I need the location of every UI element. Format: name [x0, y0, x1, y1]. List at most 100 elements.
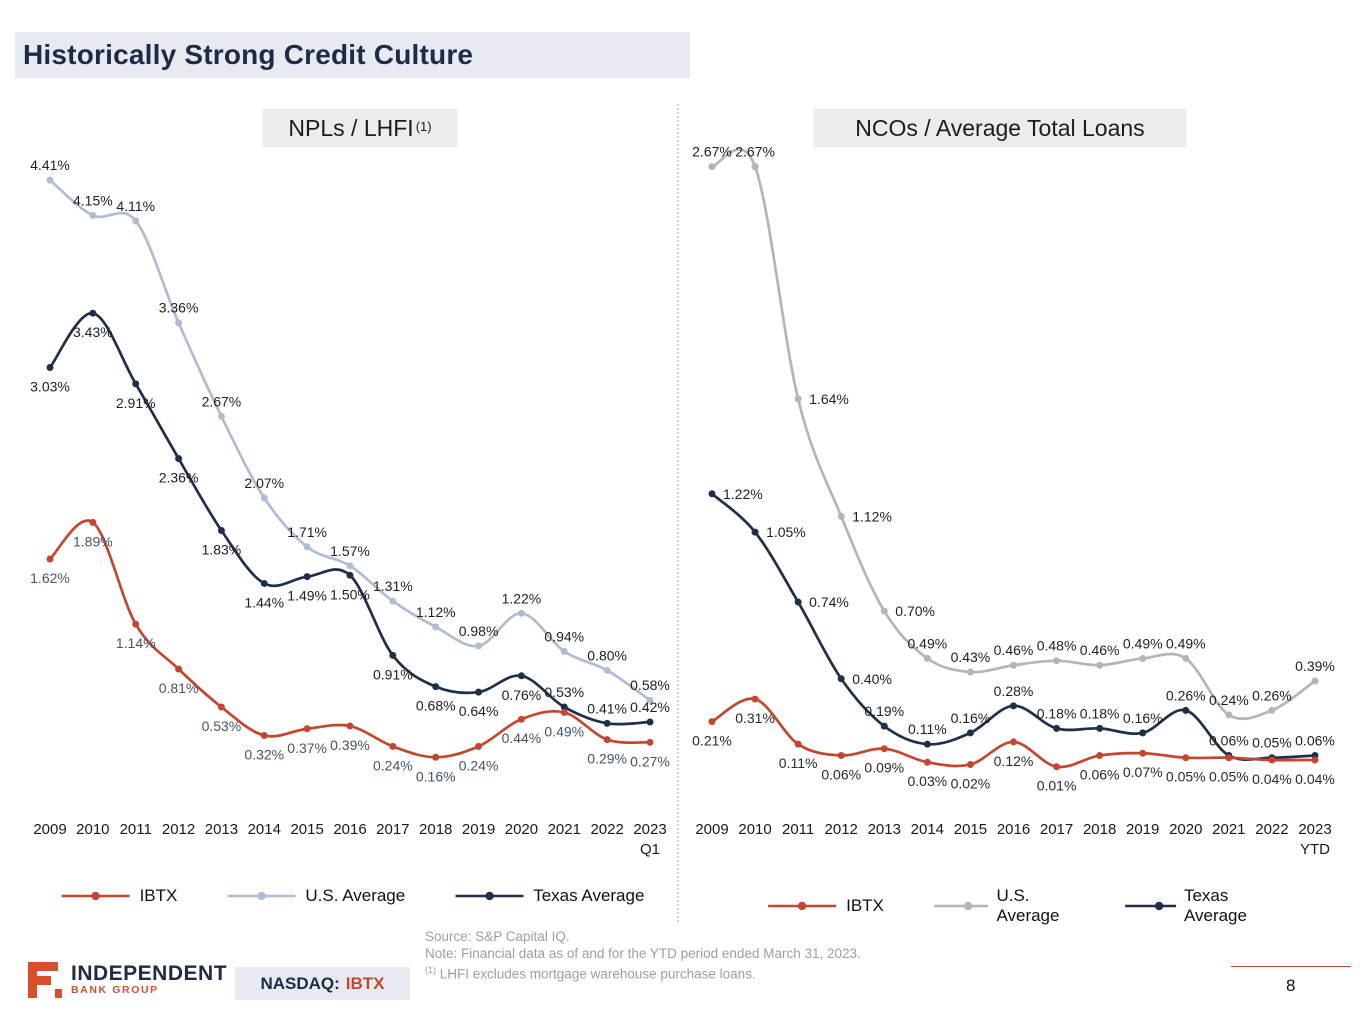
x-axis-label: 2013	[205, 821, 238, 838]
ncos-avg-total-loans-chart: 2009 2010 2011 2012 2013 2014 2015 2016 2017 2018…	[692, 144, 1335, 858]
data-point-ibtx	[603, 736, 611, 744]
data-point-texas-average	[1139, 729, 1147, 737]
data-point-ibtx	[432, 753, 440, 761]
x-axis-label: 2015	[290, 821, 323, 838]
data-label-texas-average: 0.16%	[951, 710, 991, 726]
x-axis-label: 2011	[782, 821, 814, 838]
data-label-texas-average: 0.42%	[630, 699, 670, 715]
footnote-text: LHFI excludes mortgage warehouse purchas…	[439, 966, 756, 982]
company-logo: INDEPENDENT BANK GROUP	[28, 962, 227, 998]
data-label-texas-average: 1.05%	[766, 524, 806, 540]
x-axis-label: 2015	[954, 821, 987, 838]
data-point-ibtx	[475, 742, 483, 750]
data-label-ibtx: 1.89%	[73, 533, 113, 549]
data-label-texas-average: 0.06%	[1295, 732, 1335, 748]
data-point-u-s-average	[89, 211, 97, 219]
data-point-texas-average	[389, 651, 397, 659]
data-point-u-s-average	[346, 562, 354, 570]
data-label-u-s-average: 0.94%	[544, 628, 584, 644]
data-label-texas-average: 1.83%	[202, 541, 242, 557]
x-axis-label: 2020	[1169, 821, 1202, 838]
data-label-u-s-average: 1.22%	[502, 590, 542, 606]
data-point-texas-average	[1053, 724, 1061, 732]
data-point-u-s-average	[923, 654, 931, 662]
x-axis-label: 2022	[590, 821, 623, 838]
data-label-ibtx: 0.29%	[587, 751, 627, 767]
data-label-u-s-average: 1.31%	[373, 578, 413, 594]
legend-label: U.S. Average	[996, 886, 1060, 925]
data-label-u-s-average: 0.43%	[951, 649, 991, 665]
data-point-u-s-average	[1139, 654, 1147, 662]
ticker-label: NASDAQ:	[260, 973, 340, 993]
data-label-texas-average: 0.68%	[416, 698, 456, 714]
data-point-texas-average	[217, 526, 225, 534]
data-label-ibtx: 1.62%	[30, 570, 70, 586]
chart-title-ncos-text: NCOs / Average Total Loans	[855, 114, 1145, 141]
data-label-ibtx: 0.21%	[692, 733, 732, 749]
legend-marker-icon	[933, 901, 989, 911]
x-axis-label: 2017	[1040, 821, 1073, 838]
data-point-u-s-average	[880, 607, 888, 615]
data-label-ibtx: 0.24%	[459, 757, 499, 773]
vertical-divider	[677, 104, 679, 922]
footnote-marker: (1)	[425, 965, 436, 975]
data-label-texas-average: 0.05%	[1252, 735, 1292, 751]
x-axis-label: 2016	[333, 821, 366, 838]
data-label-texas-average: 0.40%	[852, 671, 892, 687]
x-axis-label: 2012	[825, 821, 858, 838]
data-point-ibtx	[217, 703, 225, 711]
data-point-texas-average	[260, 579, 268, 587]
data-label-u-s-average: 3.36%	[159, 300, 199, 316]
data-point-texas-average	[560, 703, 568, 711]
data-label-ibtx: 0.37%	[287, 740, 327, 756]
data-point-u-s-average	[303, 543, 311, 551]
data-point-ibtx	[1139, 749, 1147, 757]
data-point-ibtx	[303, 725, 311, 733]
data-point-u-s-average	[1182, 654, 1190, 662]
period-note: Note: Financial data as of and for the Y…	[425, 946, 861, 961]
data-label-ibtx: 0.53%	[202, 718, 242, 734]
data-point-ibtx	[389, 742, 397, 750]
data-point-ibtx	[1182, 754, 1190, 762]
legend-item-u-s-average: U.S. Average	[932, 886, 1075, 926]
data-point-texas-average	[1182, 706, 1190, 714]
legend-npls: IBTX U.S. Average Texas Average	[60, 886, 645, 906]
data-point-u-s-average	[175, 319, 183, 327]
x-axis-label: 2022	[1255, 821, 1288, 838]
data-label-texas-average: 2.36%	[159, 470, 199, 486]
x-axis-label: 2021	[1212, 821, 1245, 838]
data-label-ibtx: 0.05%	[1209, 769, 1249, 785]
x-axis-label: 2010	[76, 821, 109, 838]
data-point-u-s-average	[794, 395, 802, 403]
data-label-ibtx: 0.12%	[994, 753, 1034, 769]
data-label-texas-average: 0.18%	[1037, 705, 1077, 721]
data-label-ibtx: 0.04%	[1252, 771, 1292, 787]
legend-marker-icon	[227, 891, 296, 901]
npls-lhfi-chart: 2009 2010 2011 2012 2013 2014 2015 2016 2017 2018…	[30, 157, 670, 858]
data-point-u-s-average	[1311, 677, 1319, 685]
data-label-u-s-average: 1.12%	[416, 604, 456, 620]
data-label-u-s-average: 4.11%	[116, 198, 155, 214]
data-label-u-s-average: 2.07%	[244, 475, 284, 491]
data-label-ibtx: 0.04%	[1295, 771, 1335, 787]
chart-title-npls-text: NPLs / LHFI	[288, 114, 414, 141]
data-point-u-s-average	[1268, 706, 1276, 714]
data-label-ibtx: 0.11%	[779, 755, 818, 771]
data-point-ibtx	[1225, 754, 1233, 762]
series-line-u-s-average	[711, 148, 1316, 721]
source-note: Source: S&P Capital IQ.	[425, 929, 570, 944]
data-point-ibtx	[646, 738, 654, 746]
data-label-u-s-average: 4.41%	[30, 157, 70, 173]
data-point-ibtx	[1096, 751, 1104, 759]
data-label-texas-average: 0.41%	[587, 700, 627, 716]
data-point-texas-average	[475, 688, 483, 696]
legend-label: Texas Average	[533, 886, 645, 905]
data-label-texas-average: 1.22%	[723, 486, 763, 502]
data-label-texas-average: 0.11%	[908, 721, 947, 737]
data-label-u-s-average: 0.98%	[459, 623, 499, 639]
data-point-ibtx	[880, 745, 888, 753]
data-point-texas-average	[175, 455, 183, 463]
data-point-ibtx	[966, 760, 974, 768]
data-label-u-s-average: 0.26%	[1252, 687, 1292, 703]
data-point-ibtx	[751, 695, 759, 703]
